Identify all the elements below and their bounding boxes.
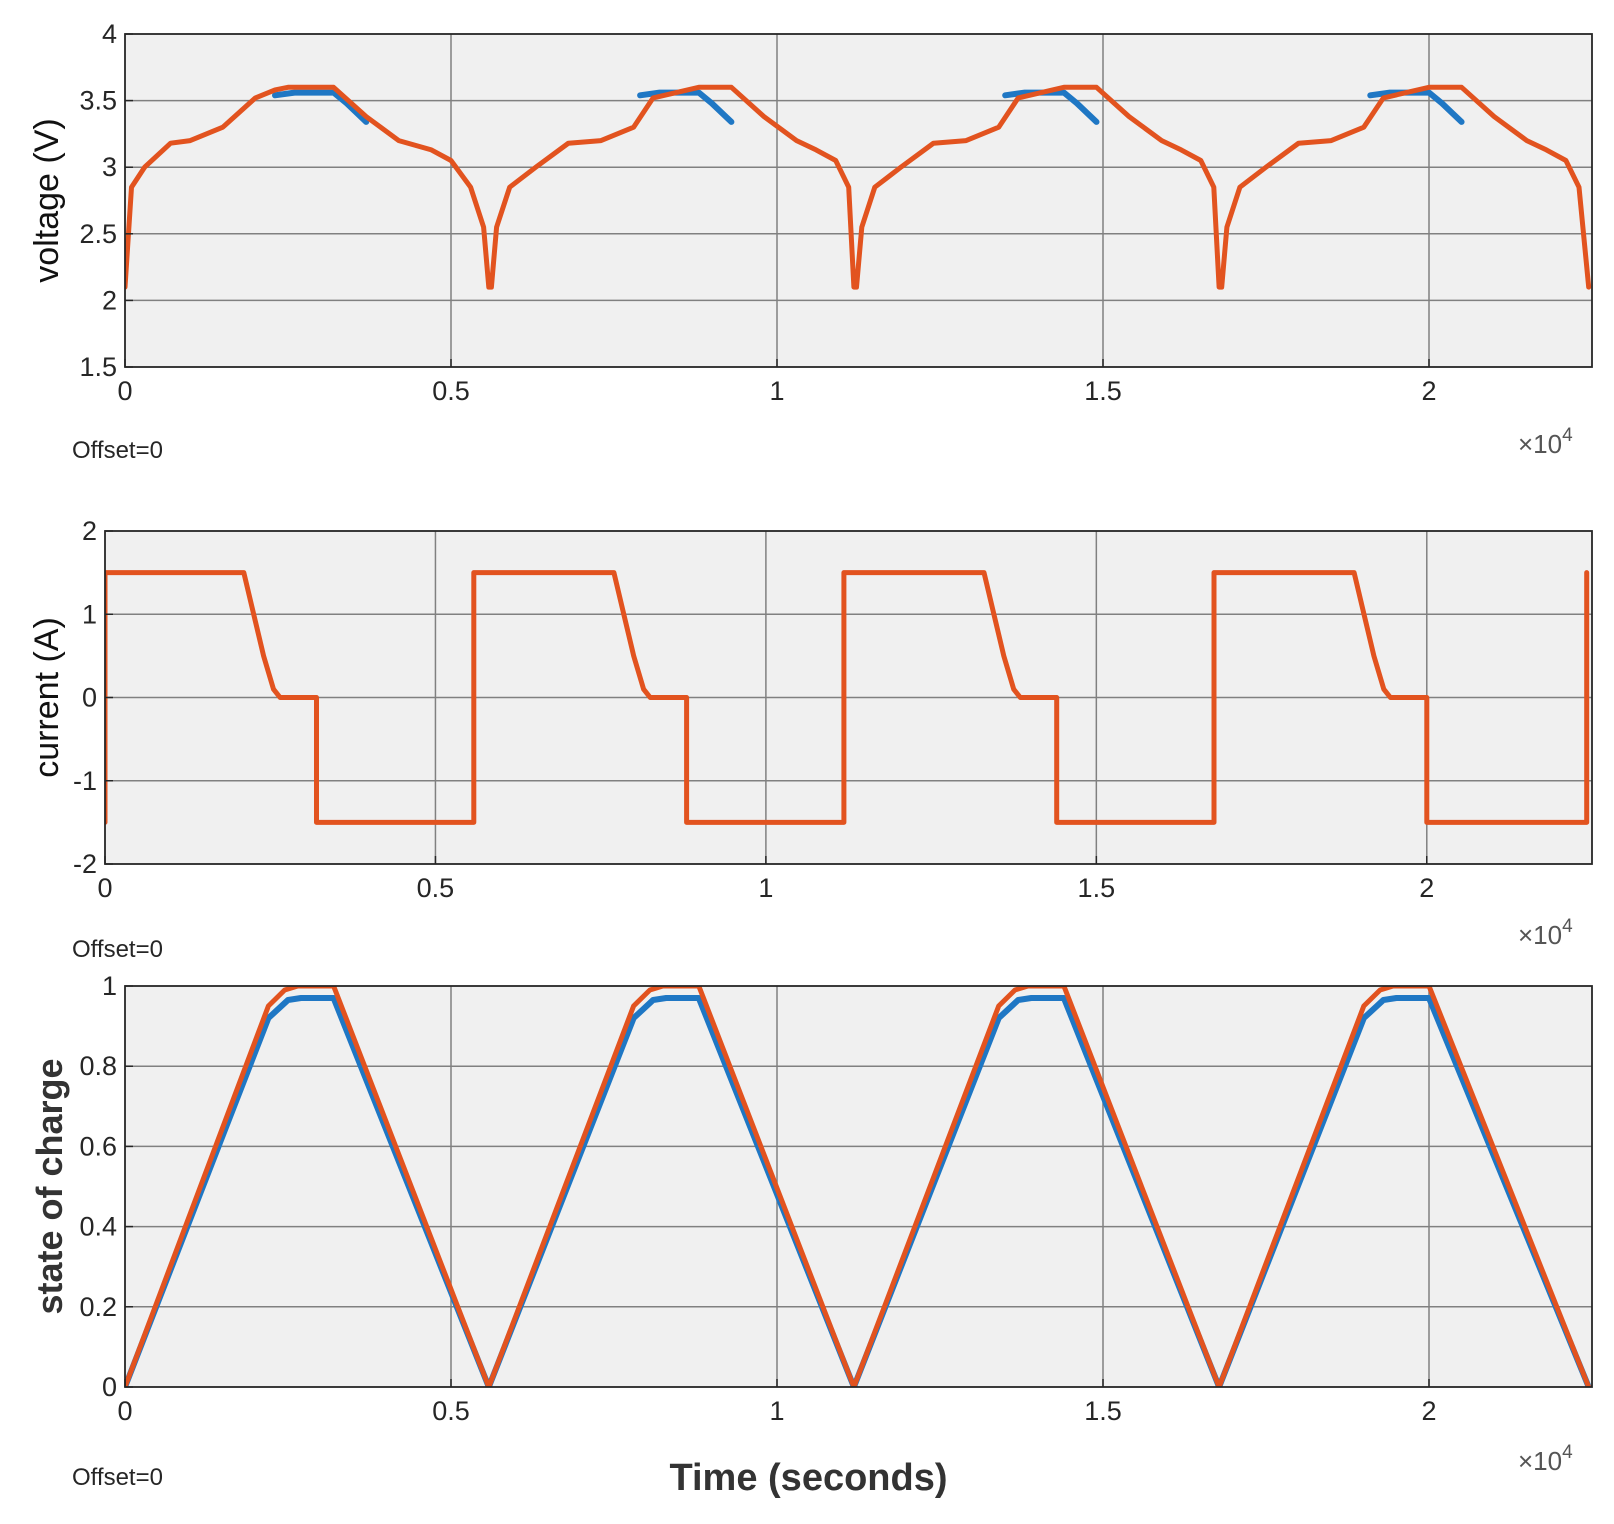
y-tick-label: 1.5 xyxy=(79,352,117,382)
y-axis-label: current (A) xyxy=(28,617,66,778)
x-tick-label: 1.5 xyxy=(1084,1396,1122,1426)
x-exponent-label: ×104 xyxy=(1518,425,1573,459)
x-exponent-power: 4 xyxy=(1562,916,1573,937)
x-tick-label: 0 xyxy=(117,376,132,406)
y-tick-label: 0 xyxy=(82,683,97,713)
y-tick-label: -1 xyxy=(73,766,97,796)
x-exponent-base: ×10 xyxy=(1518,920,1562,950)
x-tick-label: 0 xyxy=(117,1396,132,1426)
y-tick-label: 0.6 xyxy=(79,1131,117,1161)
offset-label: Offset=0 xyxy=(72,437,163,464)
y-tick-label: 0.8 xyxy=(79,1051,117,1081)
axes-frame xyxy=(124,985,1593,1388)
offset-label: Offset=0 xyxy=(72,1464,163,1491)
y-tick-label: 1 xyxy=(102,971,117,1001)
x-tick-label: 1 xyxy=(769,1396,784,1426)
x-tick-label: 1.5 xyxy=(1084,376,1122,406)
data-series-line xyxy=(1002,89,1100,125)
y-tick-label: 0.2 xyxy=(79,1292,117,1322)
x-tick-label: 1 xyxy=(758,873,773,903)
y-tick-label: 2.5 xyxy=(79,219,117,249)
y-tick-label: 0.4 xyxy=(79,1212,117,1242)
y-tick-label: 3 xyxy=(102,152,117,182)
y-tick-label: 2 xyxy=(82,516,97,546)
axes-frame xyxy=(124,33,1593,368)
x-tick-label: 2 xyxy=(1421,376,1436,406)
data-series-line xyxy=(637,89,735,125)
y-tick-label: 1 xyxy=(82,599,97,629)
x-axis-label: Time (seconds) xyxy=(669,1457,947,1499)
data-series-line xyxy=(125,995,1592,1387)
series-group xyxy=(105,570,1590,825)
plot-area xyxy=(125,34,1592,367)
x-tick-label: 2 xyxy=(1419,873,1434,903)
x-tick-label: 0.5 xyxy=(432,376,470,406)
y-tick-label: -2 xyxy=(73,849,97,879)
offset-label: Offset=0 xyxy=(72,936,163,963)
data-series-line xyxy=(125,84,1592,290)
data-series-line xyxy=(1367,89,1465,125)
x-exponent-base: ×10 xyxy=(1518,1446,1562,1476)
x-exponent-power: 4 xyxy=(1562,425,1573,446)
y-tick-label: 4 xyxy=(102,19,117,49)
y-tick-label: 3.5 xyxy=(79,86,117,116)
data-series-line xyxy=(125,986,1592,1387)
state-of-charge-panel: 0 0.5 1 1.5 2 0 0.2 0.4 0.6 0.8 1 state of charge ×1… xyxy=(29,971,1593,1499)
x-exponent-base: ×10 xyxy=(1518,429,1562,459)
x-exponent-power: 4 xyxy=(1562,1442,1573,1463)
y-tick-label: 0 xyxy=(102,1372,117,1402)
x-tick-label: 0 xyxy=(97,873,112,903)
current-panel: 0 0.5 1 1.5 2 -2 -1 0 1 2 current (A) ×104 Offset=0 xyxy=(28,516,1593,963)
x-tick-label: 1.5 xyxy=(1078,873,1116,903)
x-tick-label: 2 xyxy=(1421,1396,1436,1426)
x-exponent-label: ×104 xyxy=(1518,1442,1573,1476)
x-tick-label: 0.5 xyxy=(432,1396,470,1426)
x-tick-label: 1 xyxy=(769,376,784,406)
plot-area xyxy=(125,986,1592,1387)
x-exponent-label: ×104 xyxy=(1518,916,1573,950)
data-series-line xyxy=(105,570,1590,825)
y-axis-label: state of charge xyxy=(29,1058,70,1314)
y-tick-label: 2 xyxy=(102,285,117,315)
data-series-line xyxy=(272,89,370,125)
y-axis-label: voltage (V) xyxy=(28,118,66,282)
series-group xyxy=(125,84,1592,290)
series-group xyxy=(125,986,1592,1387)
x-tick-label: 0.5 xyxy=(417,873,455,903)
